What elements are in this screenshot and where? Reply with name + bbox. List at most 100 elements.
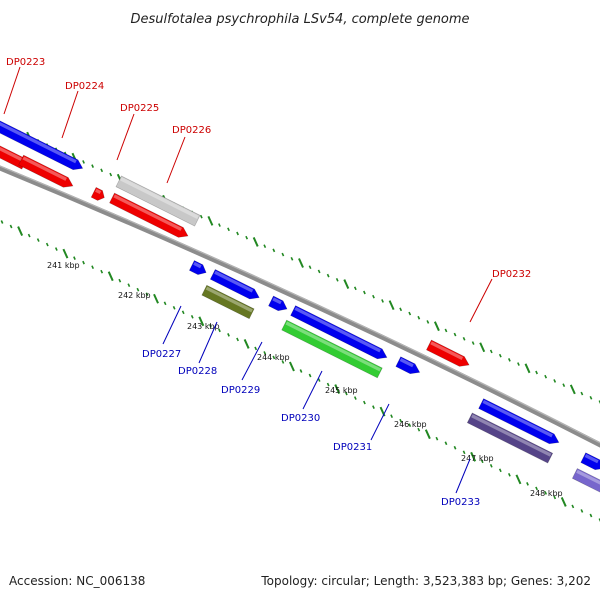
gene-label-dp0225[interactable]: DP0225 <box>120 103 159 114</box>
minor-tick <box>372 294 375 299</box>
minor-tick <box>335 278 339 282</box>
feature-box-edge-2[interactable] <box>571 468 600 494</box>
minor-tick <box>254 346 258 351</box>
leader-line-dp0230 <box>302 370 323 410</box>
feature-arrow-dp0232[interactable] <box>426 339 471 370</box>
feature-arrow-dp0230a[interactable] <box>290 305 390 363</box>
gene-label-dp0228[interactable]: DP0228 <box>178 366 217 377</box>
minor-tick <box>363 290 366 295</box>
feature-arrow-dp0231[interactable] <box>395 356 422 378</box>
minor-tick <box>27 233 31 238</box>
minor-tick <box>45 242 49 247</box>
minor-tick <box>145 292 149 297</box>
feature-arrow-dp0224[interactable] <box>0 118 85 174</box>
minor-tick <box>399 307 403 312</box>
minor-tick <box>544 491 548 495</box>
feature-track <box>0 118 600 494</box>
minor-tick <box>462 336 466 341</box>
minor-tick <box>245 235 249 240</box>
minor-tick <box>444 441 448 446</box>
leader-line-dp0231 <box>370 403 390 441</box>
minor-tick <box>290 256 294 261</box>
gene-label-dp0230[interactable]: DP0230 <box>281 413 320 424</box>
minor-tick <box>589 395 593 400</box>
feature-box-dp0226-grey[interactable] <box>115 175 201 227</box>
minor-tick <box>453 445 457 450</box>
minor-tick <box>435 436 439 441</box>
feature-arrow-dp0227[interactable] <box>188 260 208 278</box>
gene-label-dp0233[interactable]: DP0233 <box>441 497 480 508</box>
minor-tick <box>227 333 230 337</box>
feature-arrow-dp0233a[interactable] <box>478 398 562 448</box>
minor-tick <box>580 509 584 513</box>
leader-line-dp0225 <box>116 113 135 161</box>
major-tick <box>62 248 69 259</box>
minor-tick <box>489 463 493 468</box>
ruler-label: 243 kbp <box>187 322 220 331</box>
major-tick <box>298 258 304 268</box>
accession-text: Accession: NC_006138 <box>9 574 146 588</box>
minor-tick <box>498 468 502 473</box>
gene-label-dp0223[interactable]: DP0223 <box>6 57 45 68</box>
minor-tick <box>218 328 221 333</box>
leader-line-dp0228 <box>198 321 218 364</box>
minor-tick <box>535 370 538 375</box>
minor-tick <box>553 379 557 383</box>
feature-box-dp0233[interactable] <box>466 412 554 464</box>
minor-tick <box>390 414 394 418</box>
gene-label-dp0232[interactable]: DP0232 <box>492 269 531 280</box>
minor-tick <box>444 328 448 333</box>
minor-tick <box>580 391 584 396</box>
gene-label-dp0227[interactable]: DP0227 <box>142 349 181 360</box>
major-tick <box>569 384 576 395</box>
minor-tick <box>91 164 95 168</box>
gene-label-dp0224[interactable]: DP0224 <box>65 81 104 92</box>
minor-tick <box>236 337 239 342</box>
minor-tick <box>263 244 267 248</box>
minor-tick <box>326 382 330 387</box>
minor-tick <box>553 495 557 500</box>
minor-tick <box>218 223 221 227</box>
minor-tick <box>562 383 566 387</box>
feature-box-dp0228[interactable] <box>201 284 255 320</box>
minor-tick <box>163 301 167 306</box>
minor-tick <box>100 269 104 274</box>
minor-tick <box>190 314 194 319</box>
leader-line-dp0226 <box>166 136 186 184</box>
feature-box-dp0230[interactable] <box>281 319 383 379</box>
minor-tick <box>408 311 412 316</box>
minor-tick <box>0 220 4 224</box>
map-title: Desulfotalea psychrophila LSv54, complet… <box>130 12 469 27</box>
minor-tick <box>353 396 357 400</box>
major-tick <box>334 384 341 394</box>
gene-label-dp0229[interactable]: DP0229 <box>221 385 260 396</box>
feature-arrow-dp0227b[interactable] <box>209 269 261 302</box>
minor-tick <box>308 265 312 270</box>
gene-label-dp0226[interactable]: DP0226 <box>172 125 211 136</box>
feature-box-dp0223[interactable] <box>0 144 28 170</box>
minor-tick <box>544 374 548 379</box>
feature-arrow-dp0229[interactable] <box>268 295 289 314</box>
feature-arrow-edge-1[interactable] <box>580 452 600 474</box>
minor-tick <box>263 351 267 355</box>
ruler-label: 244 kbp <box>257 353 290 362</box>
feature-arrow-dp0225[interactable] <box>90 186 107 202</box>
minor-tick <box>82 160 85 164</box>
minor-tick <box>399 418 403 423</box>
minor-tick <box>372 405 375 409</box>
major-tick <box>424 429 431 440</box>
minor-tick <box>127 283 131 288</box>
minor-tick <box>498 353 502 358</box>
feature-arrow-dp0226[interactable] <box>109 192 191 241</box>
minor-tick <box>308 373 312 378</box>
minor-tick <box>453 332 457 337</box>
minor-tick <box>272 248 276 253</box>
minor-tick <box>54 247 58 251</box>
leader-line-dp0224 <box>61 90 79 139</box>
major-tick <box>289 361 295 372</box>
gene-label-dp0231[interactable]: DP0231 <box>333 442 372 453</box>
feature-arrow-dp0224-rev[interactable] <box>18 154 76 191</box>
minor-tick <box>507 473 511 477</box>
minor-tick <box>208 324 212 328</box>
minor-tick <box>36 238 40 242</box>
